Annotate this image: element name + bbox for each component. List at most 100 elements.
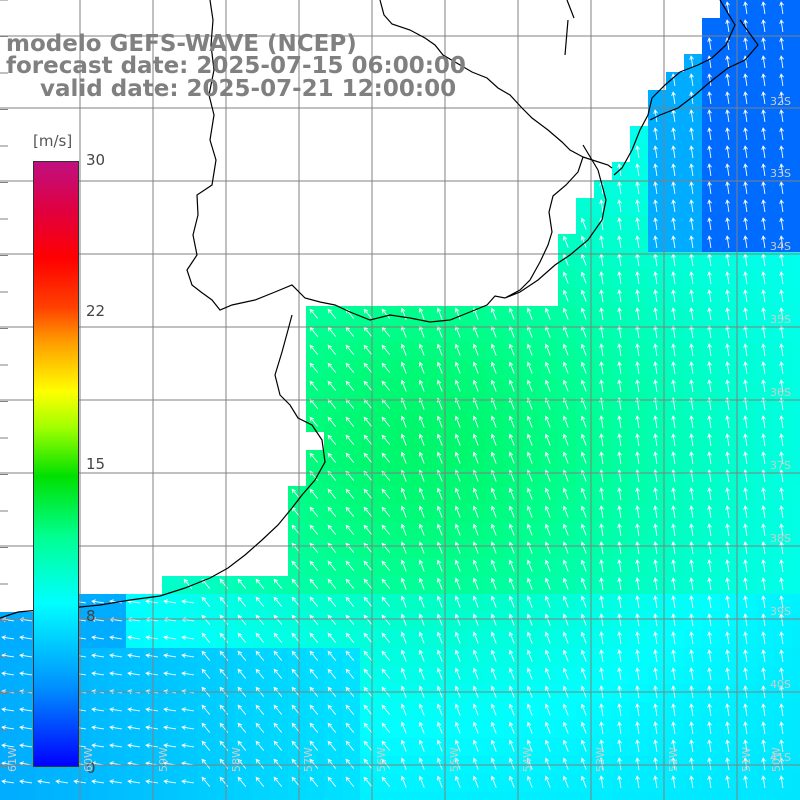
wind-arrow <box>653 127 658 140</box>
wind-arrow <box>671 91 676 104</box>
valid-date: valid date: 2025-07-21 12:00:00 <box>40 76 457 102</box>
wind-arrow <box>345 650 355 661</box>
wind-arrow <box>761 559 766 572</box>
speed-cell <box>684 198 702 216</box>
speed-cell <box>684 306 702 324</box>
speed-cell <box>126 720 144 738</box>
speed-cell <box>486 648 504 666</box>
speed-cell <box>522 432 540 450</box>
wind-arrow <box>761 91 766 104</box>
wind-arrow <box>562 289 569 302</box>
speed-cell <box>450 432 468 450</box>
speed-cell <box>648 666 666 684</box>
speed-cell <box>18 792 36 800</box>
speed-cell <box>738 342 756 360</box>
speed-cell <box>486 540 504 558</box>
speed-cell <box>612 162 630 180</box>
wind-arrow <box>580 541 587 554</box>
wind-arrow <box>400 505 407 518</box>
speed-cell <box>774 666 792 684</box>
speed-cell <box>702 180 720 198</box>
wind-arrow <box>743 451 748 464</box>
speed-cell <box>414 612 432 630</box>
wind-arrow <box>689 721 694 734</box>
speed-cell <box>630 288 648 306</box>
speed-cell <box>720 612 738 630</box>
speed-cell <box>630 558 648 576</box>
wind-arrow <box>562 271 569 284</box>
wind-arrow <box>689 217 694 230</box>
speed-cell <box>594 630 612 648</box>
wind-arrow <box>599 775 604 788</box>
speed-cell <box>18 612 36 630</box>
wind-arrow <box>508 541 515 554</box>
speed-cell <box>612 360 630 378</box>
wind-arrow <box>327 704 337 715</box>
speed-cell <box>450 486 468 504</box>
speed-cell <box>558 684 576 702</box>
speed-cell <box>648 324 666 342</box>
wind-arrow <box>779 127 784 140</box>
wind-arrow <box>779 145 784 158</box>
wind-arrow <box>635 343 640 356</box>
speed-cell <box>738 270 756 288</box>
wind-arrow <box>273 614 283 625</box>
wind-arrow <box>454 739 461 752</box>
wind-arrow <box>219 650 229 661</box>
longitude-label: 51W <box>740 747 753 772</box>
wind-arrow <box>761 505 766 518</box>
speed-cell <box>504 306 522 324</box>
speed-cell <box>108 630 126 648</box>
speed-cell <box>504 738 522 756</box>
speed-cell <box>774 234 792 252</box>
wind-arrow <box>580 361 587 374</box>
speed-cell <box>702 738 720 756</box>
speed-cell <box>504 594 522 612</box>
wind-arrow <box>707 613 712 626</box>
wind-arrow <box>599 757 604 770</box>
wind-arrow <box>671 775 676 788</box>
speed-cell <box>666 234 684 252</box>
wind-arrow <box>327 488 337 499</box>
wind-arrow <box>707 667 712 680</box>
wind-arrow <box>526 541 533 554</box>
speed-cell <box>540 522 558 540</box>
wind-arrow <box>544 541 551 554</box>
wind-arrow <box>544 595 551 608</box>
speed-cell <box>738 162 756 180</box>
wind-arrow <box>1 743 14 748</box>
wind-arrow <box>725 109 730 122</box>
wind-arrow <box>381 380 391 391</box>
wind-arrow <box>327 668 337 679</box>
speed-cell <box>450 684 468 702</box>
speed-cell <box>576 522 594 540</box>
wind-arrow <box>345 560 355 571</box>
wind-arrow <box>743 775 748 788</box>
speed-cell <box>396 792 414 800</box>
speed-cell <box>684 180 702 198</box>
speed-cell <box>612 234 630 252</box>
wind-arrow <box>653 541 658 554</box>
speed-cell <box>666 216 684 234</box>
speed-cell <box>558 342 576 360</box>
speed-cell <box>648 774 666 792</box>
longitude-label: 53W <box>594 747 607 772</box>
speed-cell <box>702 630 720 648</box>
speed-cell <box>504 630 522 648</box>
speed-cell <box>522 666 540 684</box>
wind-arrow <box>526 721 533 734</box>
wind-arrow <box>671 487 676 500</box>
speed-cell <box>594 252 612 270</box>
speed-cell <box>774 126 792 144</box>
wind-arrow <box>580 721 587 734</box>
wind-arrow <box>255 650 265 661</box>
speed-cell <box>594 324 612 342</box>
speed-cell <box>0 666 18 684</box>
speed-cell <box>630 684 648 702</box>
speed-cell <box>720 468 738 486</box>
wind-arrow <box>653 145 658 158</box>
wind-arrow <box>707 217 712 230</box>
wind-arrow <box>580 739 587 752</box>
wind-arrow <box>779 289 784 302</box>
speed-cell <box>792 18 800 36</box>
